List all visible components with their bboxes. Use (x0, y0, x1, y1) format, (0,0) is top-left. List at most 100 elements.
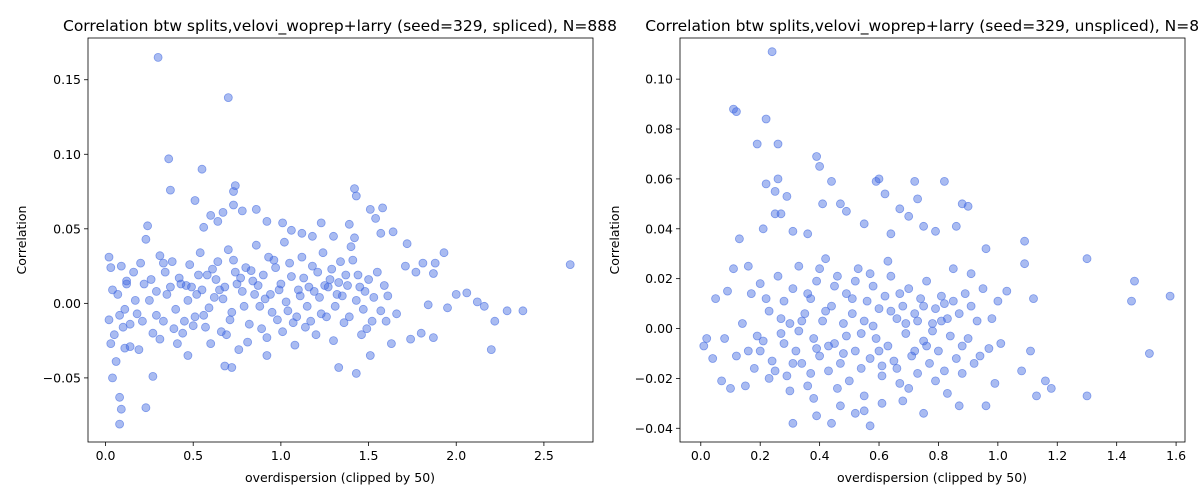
data-point (341, 270, 351, 280)
data-point (132, 309, 142, 319)
data-point (111, 357, 121, 366)
data-point (948, 296, 958, 306)
data-point (208, 264, 217, 274)
x-tick-label: 0.8 (928, 448, 948, 463)
data-point (190, 312, 200, 322)
data-point (336, 257, 345, 267)
data-point (115, 419, 124, 429)
data-point (197, 285, 207, 295)
data-point (264, 252, 274, 262)
data-point (803, 289, 813, 299)
x-tick-label: 1.4 (1107, 448, 1127, 463)
data-point (255, 301, 265, 311)
data-point (258, 270, 268, 280)
data-point (812, 411, 821, 421)
data-point (954, 309, 964, 319)
data-point (151, 286, 161, 296)
data-point (286, 225, 296, 235)
data-point (836, 199, 845, 209)
data-point (791, 346, 801, 356)
data-point (895, 204, 905, 214)
data-point (122, 279, 131, 289)
data-point (302, 301, 312, 311)
data-point (183, 351, 193, 360)
data-point (931, 304, 940, 314)
data-point (943, 388, 952, 398)
data-point (362, 324, 372, 334)
data-point (176, 279, 186, 289)
data-point (836, 358, 845, 368)
data-point (871, 334, 881, 343)
data-point (922, 276, 931, 286)
data-point (984, 344, 994, 353)
data-point (158, 258, 168, 268)
y-tick-label: 0.10 (53, 147, 81, 162)
data-point (752, 139, 762, 149)
data-point (788, 284, 798, 294)
data-point (892, 314, 902, 324)
data-point (220, 282, 230, 292)
data-point (880, 189, 890, 199)
data-point (197, 164, 207, 174)
data-point (913, 194, 922, 204)
data-point (901, 329, 911, 338)
data-point (940, 366, 949, 376)
data-point (371, 213, 381, 223)
data-point (1029, 294, 1038, 304)
data-point (868, 321, 878, 331)
data-point (850, 408, 860, 418)
data-point (218, 207, 228, 217)
data-point (981, 244, 991, 254)
data-point (262, 351, 272, 360)
y-tick-label: 0.15 (53, 72, 81, 87)
data-point (916, 294, 925, 304)
data-point (746, 289, 756, 299)
data-point (904, 284, 914, 294)
data-point (143, 221, 153, 231)
data-point (215, 285, 224, 295)
data-point (749, 363, 759, 373)
data-point (743, 346, 753, 356)
data-point (383, 291, 393, 301)
data-point (418, 258, 428, 268)
data-point (711, 294, 720, 304)
data-point (919, 336, 928, 346)
plot-frame (679, 37, 1186, 443)
data-point (237, 206, 247, 216)
data-point (350, 233, 359, 243)
data-point (350, 184, 359, 194)
data-point (770, 186, 780, 196)
data-point (1165, 291, 1175, 301)
data-point (129, 267, 139, 277)
data-point (428, 269, 438, 278)
data-point (332, 289, 342, 299)
data-point (292, 312, 302, 322)
data-point (490, 316, 500, 326)
data-point (148, 328, 158, 338)
data-point (518, 306, 528, 316)
chart-title: Correlation btw splits,velovi_woprep+lar… (63, 17, 617, 36)
data-point (386, 339, 396, 349)
data-point (309, 286, 319, 296)
data-point (316, 218, 326, 228)
data-point (827, 176, 836, 186)
data-point (104, 252, 114, 262)
data-point (316, 309, 326, 319)
y-axis-label: Correlation (14, 206, 29, 275)
data-point (122, 276, 131, 286)
data-point (251, 240, 261, 250)
data-point (439, 248, 449, 258)
y-tick-label: 0.08 (645, 122, 673, 137)
y-axis-label: Correlation (607, 206, 622, 275)
data-point (767, 47, 777, 57)
data-point (230, 267, 240, 277)
data-point (788, 226, 798, 236)
plot-frame (87, 37, 594, 443)
data-point (144, 295, 154, 305)
data-point (743, 261, 753, 271)
data-point (243, 337, 253, 347)
data-point (732, 351, 741, 361)
data-point (376, 228, 386, 238)
data-point (877, 361, 887, 371)
